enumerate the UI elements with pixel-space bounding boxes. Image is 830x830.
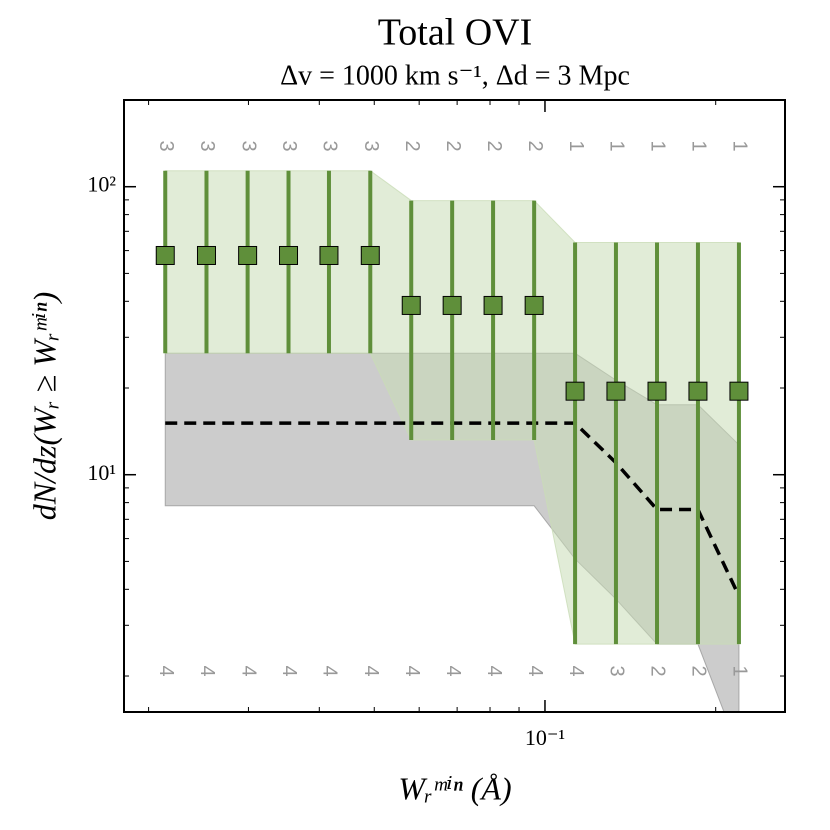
- top-count: 3: [155, 140, 177, 151]
- data-point: [524, 295, 544, 315]
- bottom-count: 2: [688, 665, 710, 676]
- top-count: 3: [360, 140, 382, 151]
- plot-frame: [123, 99, 786, 713]
- top-count: 1: [565, 140, 587, 151]
- bottom-count: 4: [278, 665, 300, 676]
- bottom-count: 4: [442, 665, 464, 676]
- top-count: 3: [237, 140, 259, 151]
- top-count: 1: [688, 140, 710, 151]
- y-tick-label: 10¹: [87, 460, 116, 485]
- top-count: 3: [278, 140, 300, 151]
- x-axis-label: Wᵣᵐⁱⁿ (Å): [398, 770, 511, 806]
- data-point: [155, 245, 175, 265]
- data-point: [279, 245, 299, 265]
- bottom-count: 4: [319, 665, 341, 676]
- bottom-count: 4: [483, 665, 505, 676]
- top-count: 2: [483, 140, 505, 151]
- y-axis-label: dN/dz(Wᵣ ≥ Wᵣᵐⁱⁿ): [26, 292, 62, 520]
- data-point: [360, 245, 380, 265]
- bottom-count: 4: [565, 665, 587, 676]
- data-point: [196, 245, 216, 265]
- top-count: 2: [442, 140, 464, 151]
- bottom-count: 4: [155, 665, 177, 676]
- data-point: [688, 381, 708, 401]
- top-count: 3: [319, 140, 341, 151]
- top-count: 2: [524, 140, 546, 151]
- top-count: 1: [606, 140, 628, 151]
- bottom-count: 2: [647, 665, 669, 676]
- bottom-count: 4: [237, 665, 259, 676]
- bottom-count: 4: [524, 665, 546, 676]
- top-count: 3: [196, 140, 218, 151]
- y-tick-label: 10²: [87, 172, 116, 197]
- data-point: [442, 295, 462, 315]
- data-point: [319, 245, 339, 265]
- data-point: [238, 245, 258, 265]
- data-point: [401, 295, 421, 315]
- data-point: [606, 381, 626, 401]
- top-count: 1: [729, 140, 751, 151]
- data-point: [647, 381, 667, 401]
- x-tick-label: 10⁻¹: [525, 725, 565, 750]
- chart-title: Total OVI: [378, 12, 533, 54]
- data-point: [565, 381, 585, 401]
- data-point: [483, 295, 503, 315]
- bottom-count: 4: [360, 665, 382, 676]
- bottom-count: 4: [401, 665, 423, 676]
- data-point: [729, 381, 749, 401]
- bottom-count: 1: [729, 665, 751, 676]
- bottom-count: 4: [196, 665, 218, 676]
- bottom-count: 3: [606, 665, 628, 676]
- top-count: 2: [401, 140, 423, 151]
- chart-subtitle: Δv = 1000 km s⁻¹, Δd = 3 Mpc: [280, 60, 630, 91]
- plot-area: [155, 170, 749, 712]
- top-count: 1: [647, 140, 669, 151]
